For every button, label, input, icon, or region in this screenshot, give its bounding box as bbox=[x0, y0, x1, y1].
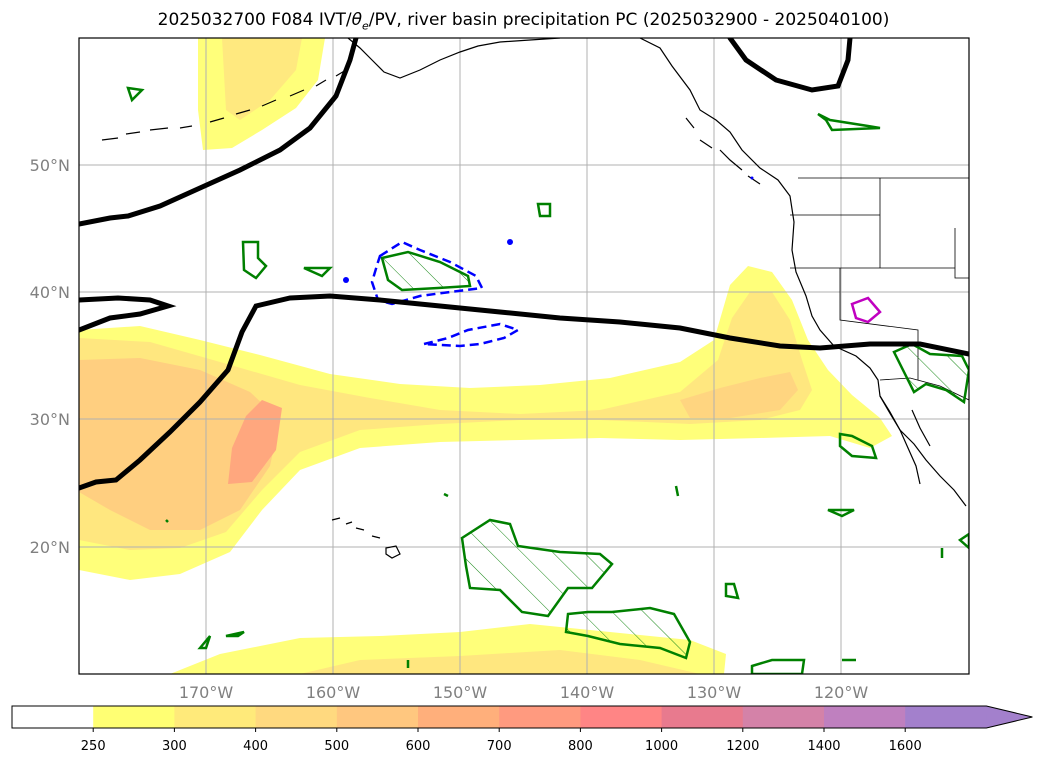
precip-region-socal bbox=[892, 342, 969, 405]
colorbar-level-label: 600 bbox=[406, 739, 431, 754]
precip-small-3 bbox=[536, 202, 552, 218]
colorbar-level-label: 800 bbox=[568, 739, 593, 754]
title-suffix: /PV, river basin precipitation PC (20250… bbox=[368, 10, 890, 30]
precip-small-12 bbox=[165, 485, 856, 668]
precip-small-11 bbox=[940, 532, 969, 558]
coastlines bbox=[101, 38, 967, 507]
colorbar-segment bbox=[580, 706, 663, 728]
colorbar-extend-arrow bbox=[986, 706, 1033, 728]
colorbar-segment bbox=[12, 706, 94, 728]
colorbar-level-label: 1600 bbox=[889, 739, 922, 754]
colorbar-level-label: 300 bbox=[162, 739, 187, 754]
colorbar-segment bbox=[418, 706, 500, 728]
ivt-peak bbox=[228, 400, 282, 484]
colorbar-segment bbox=[742, 706, 825, 728]
colorbar-segment bbox=[661, 706, 744, 728]
colorbar-segment bbox=[336, 706, 419, 728]
theta-loop-south bbox=[423, 322, 522, 348]
colorbar-level-label: 1400 bbox=[807, 739, 840, 754]
precip-region-south bbox=[564, 606, 692, 660]
colorbar-level-label: 700 bbox=[487, 739, 512, 754]
colorbar-labels: 250 300 400 500 600 700 800 1000 1200 1400 1600 bbox=[81, 728, 922, 754]
colorbar-outline bbox=[11, 705, 1033, 729]
colorbar-segment bbox=[255, 706, 338, 728]
precip-small-1 bbox=[241, 240, 268, 280]
hawaii-islands bbox=[331, 517, 401, 559]
lon-label-170w: 170°W bbox=[179, 683, 234, 702]
precip-small-8 bbox=[197, 630, 245, 650]
lat-label-40: 40°N bbox=[30, 283, 70, 302]
ivt-main-band-mid bbox=[79, 292, 812, 550]
lon-label-130w: 130°W bbox=[687, 683, 742, 702]
theta-loop-north bbox=[370, 240, 484, 306]
pv-contours bbox=[79, 38, 969, 491]
lat-label-20: 20°N bbox=[30, 538, 70, 557]
pv-ne-arc bbox=[727, 38, 853, 93]
map-panel bbox=[78, 37, 970, 675]
theta-dashed-contours bbox=[370, 240, 522, 348]
precip-small-2 bbox=[126, 86, 145, 103]
colorbar-segments bbox=[11, 705, 1033, 729]
lat-label-50: 50°N bbox=[30, 156, 70, 175]
ivt-east-high bbox=[680, 372, 798, 418]
colorbar-segment bbox=[905, 706, 987, 728]
precip-small-10 bbox=[750, 658, 806, 674]
lon-label-160w: 160°W bbox=[306, 683, 361, 702]
precip-small-4 bbox=[303, 266, 334, 278]
colorbar-level-label: 500 bbox=[324, 739, 349, 754]
lon-label-150w: 150°W bbox=[433, 683, 488, 702]
colorbar-segment bbox=[499, 706, 581, 728]
pv-west-loop bbox=[79, 295, 177, 333]
colorbar-segment bbox=[824, 706, 906, 728]
title-theta: θ bbox=[351, 10, 362, 30]
colorbar: 250 300 400 500 600 700 800 1000 1200 1400 1600 bbox=[11, 705, 1033, 754]
colorbar-level-label: 250 bbox=[81, 739, 106, 754]
colorbar-segment bbox=[93, 706, 175, 728]
colorbar-level-label: 400 bbox=[243, 739, 268, 754]
alaska-coast bbox=[347, 38, 561, 79]
title-theta-sub: e bbox=[362, 19, 369, 33]
colorbar-segment bbox=[174, 706, 257, 728]
precip-region-mid bbox=[380, 250, 472, 292]
ivt-main-band-high bbox=[79, 358, 280, 530]
lon-label-120w: 120°W bbox=[814, 683, 869, 702]
lon-label-140w: 140°W bbox=[560, 683, 615, 702]
longitude-labels: 170°W 160°W 150°W 140°W 130°W 120°W bbox=[179, 683, 869, 702]
baja-peninsula bbox=[879, 395, 931, 485]
lat-label-30: 30°N bbox=[30, 410, 70, 429]
precip-small-5 bbox=[817, 112, 881, 132]
precip-region-subtropical bbox=[460, 518, 614, 618]
ivt-north-patch-inner bbox=[222, 38, 302, 120]
ivt-south-band-mid bbox=[300, 650, 700, 674]
state-borders bbox=[790, 178, 969, 380]
colorbar-level-label: 1000 bbox=[645, 739, 678, 754]
ivt-shading bbox=[79, 38, 892, 674]
map-border bbox=[78, 37, 970, 675]
pv-north-contour bbox=[79, 38, 359, 227]
colorbar-level-label: 1200 bbox=[726, 739, 759, 754]
bc-islands bbox=[685, 117, 761, 185]
highlight-contour bbox=[850, 296, 882, 324]
west-coast bbox=[639, 38, 967, 507]
pv-main-contour bbox=[79, 293, 969, 491]
precip-small-9 bbox=[724, 582, 740, 600]
aleutian-islands bbox=[101, 69, 347, 141]
title-prefix: 2025032700 F084 IVT/ bbox=[157, 10, 352, 30]
precip-small-7 bbox=[827, 508, 855, 518]
latitude-labels: 50°N 40°N 30°N 20°N bbox=[30, 156, 70, 557]
gridlines bbox=[79, 38, 969, 674]
chart-title: 2025032700 F084 IVT/θe/PV, river basin p… bbox=[0, 10, 1047, 32]
ivt-main-band bbox=[79, 266, 892, 580]
theta-dots bbox=[343, 176, 754, 283]
precip-contours bbox=[126, 86, 969, 674]
precip-small-6 bbox=[838, 432, 878, 460]
